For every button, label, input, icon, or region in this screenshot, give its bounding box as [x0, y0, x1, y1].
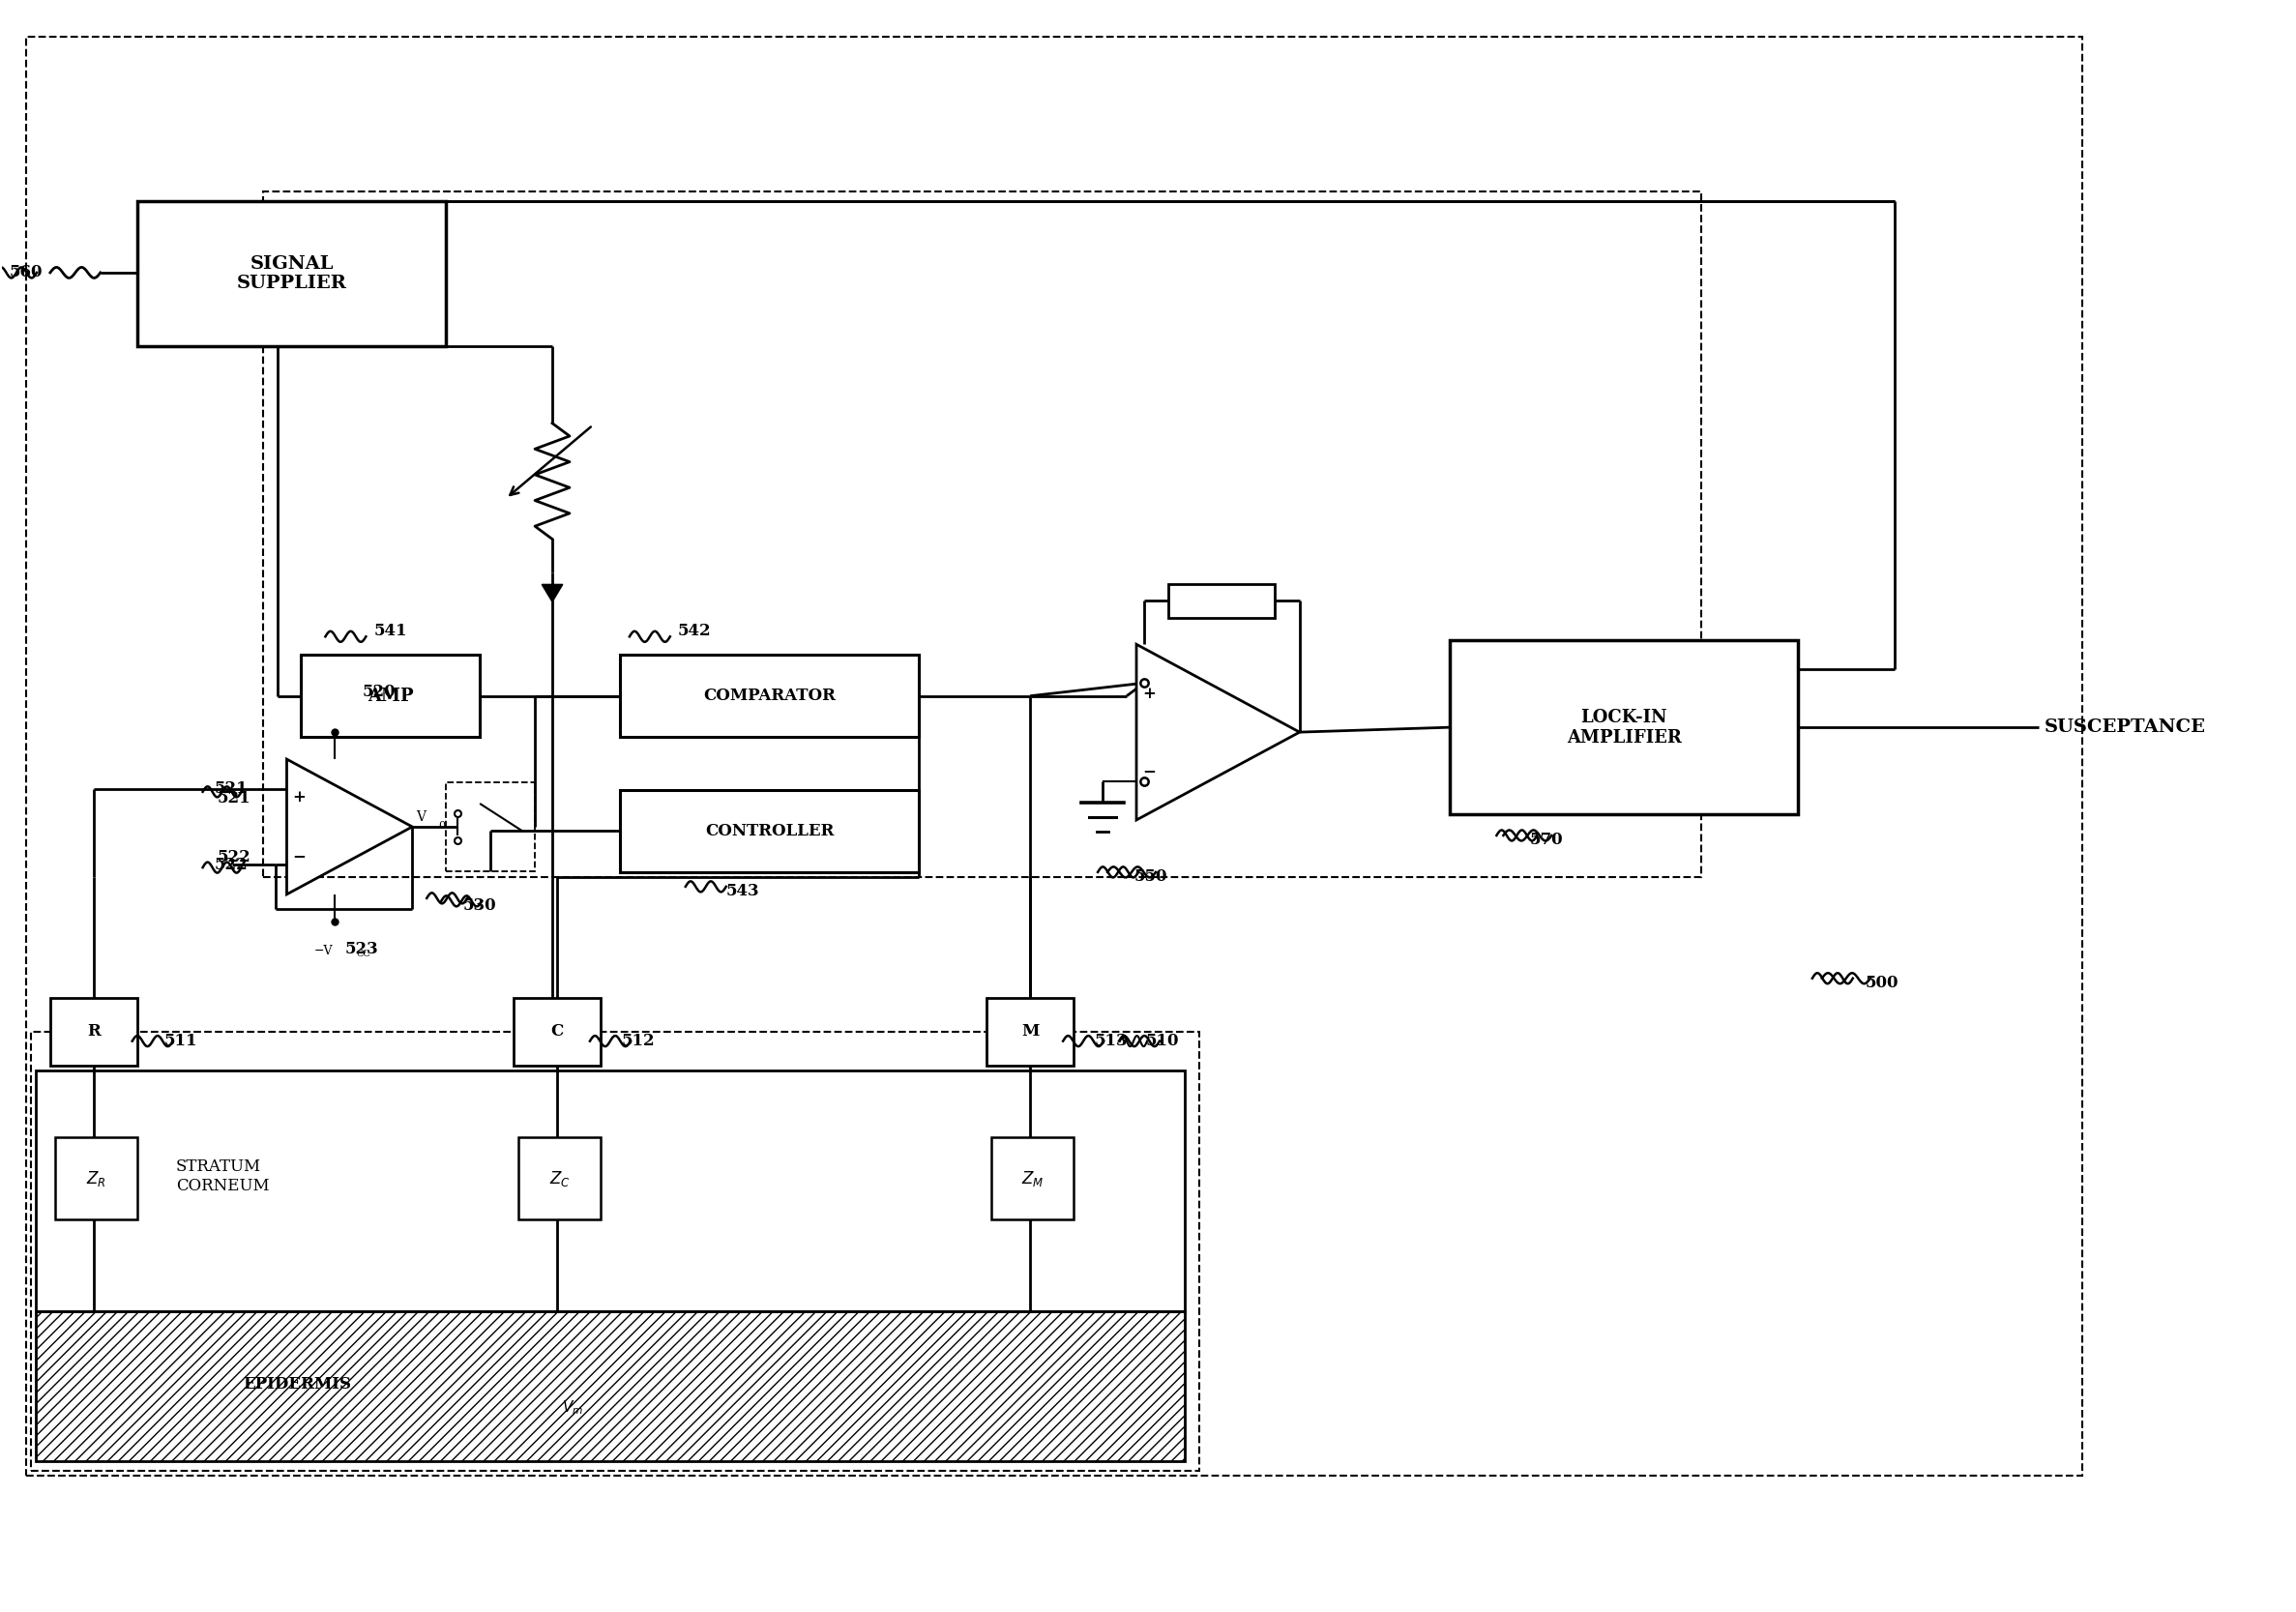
Text: 560: 560: [9, 264, 41, 280]
Bar: [25, 37, 2082, 1475]
Text: CC: CC: [365, 727, 381, 735]
Text: 523: 523: [344, 941, 379, 958]
Text: −V: −V: [315, 945, 333, 958]
Text: CONTROLLER: CONTROLLER: [705, 822, 833, 840]
Bar: [138, 202, 445, 347]
Text: 521: 521: [214, 780, 248, 796]
Bar: [620, 790, 918, 872]
Text: $V_m$: $V_m$: [563, 1399, 583, 1417]
Text: SUSCEPTANCE: SUSCEPTANCE: [2043, 719, 2206, 737]
Text: V: V: [344, 716, 351, 729]
Text: $Z_R$: $Z_R$: [85, 1169, 106, 1188]
Text: COMPARATOR: COMPARATOR: [703, 688, 836, 704]
Text: 541: 541: [374, 622, 406, 638]
Text: EPIDERMIS: EPIDERMIS: [243, 1375, 351, 1393]
Bar: [30, 1032, 1199, 1470]
Text: M: M: [1022, 1024, 1040, 1040]
Bar: [37, 1070, 1185, 1312]
Text: 520: 520: [363, 683, 395, 700]
Text: STRATUM
CORNEUM: STRATUM CORNEUM: [177, 1159, 269, 1194]
Bar: [514, 998, 602, 1066]
Text: LOCK-IN
AMPLIFIER: LOCK-IN AMPLIFIER: [1566, 709, 1681, 746]
Bar: [1451, 640, 1798, 814]
Polygon shape: [1137, 645, 1300, 821]
Text: CC: CC: [356, 949, 370, 958]
Polygon shape: [287, 759, 413, 895]
Bar: [445, 782, 535, 870]
Text: −: −: [292, 848, 305, 864]
Text: 542: 542: [677, 622, 712, 638]
Text: R: R: [87, 1024, 101, 1040]
Bar: [620, 654, 918, 737]
Text: 543: 543: [726, 883, 760, 899]
Bar: [262, 192, 1701, 877]
Polygon shape: [542, 585, 563, 601]
Text: AMP: AMP: [367, 687, 413, 704]
Text: 0: 0: [439, 821, 445, 830]
Text: C: C: [551, 1024, 563, 1040]
Text: 521: 521: [218, 790, 250, 806]
Bar: [51, 998, 138, 1066]
Text: 500: 500: [1864, 975, 1899, 991]
Bar: [987, 998, 1075, 1066]
Text: 522: 522: [218, 850, 250, 866]
Bar: [519, 1138, 602, 1220]
Bar: [301, 654, 480, 737]
Text: 510: 510: [1146, 1033, 1180, 1049]
Text: 512: 512: [622, 1033, 654, 1049]
Text: 550: 550: [1134, 869, 1169, 885]
Text: $Z_M$: $Z_M$: [1022, 1169, 1045, 1188]
Text: −: −: [1141, 762, 1155, 779]
Text: $Z_C$: $Z_C$: [549, 1169, 569, 1188]
Text: V: V: [416, 811, 425, 824]
Bar: [992, 1138, 1075, 1220]
Bar: [55, 1138, 138, 1220]
Text: 570: 570: [1529, 832, 1564, 848]
Text: 522: 522: [214, 856, 248, 872]
Text: +: +: [292, 788, 305, 806]
Bar: [37, 1312, 1185, 1460]
Text: SIGNAL
SUPPLIER: SIGNAL SUPPLIER: [236, 255, 347, 292]
Text: 513: 513: [1095, 1033, 1127, 1049]
Text: 511: 511: [163, 1033, 197, 1049]
Text: +: +: [1141, 685, 1155, 701]
Text: 530: 530: [464, 898, 496, 914]
Bar: [1169, 584, 1274, 617]
